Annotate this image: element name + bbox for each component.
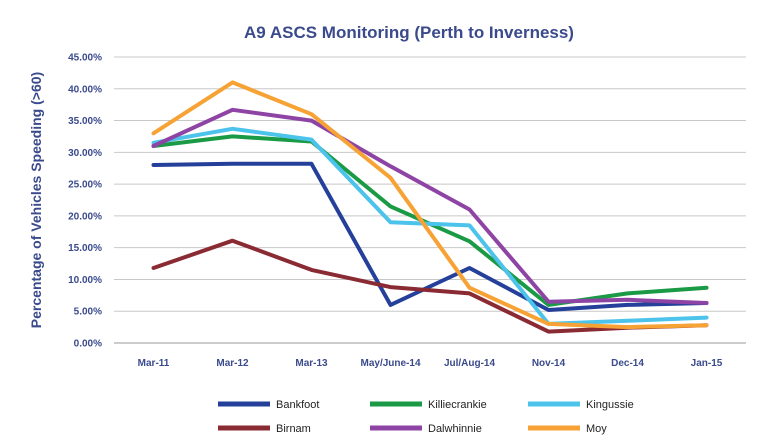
gridlines: [114, 56, 746, 344]
x-tick-label: Mar-13: [295, 358, 328, 369]
legend-label: Birnam: [276, 423, 311, 435]
y-tick-label: 15.00%: [68, 243, 102, 254]
y-tick-label: 35.00%: [68, 116, 102, 127]
series-line-bankfoot: [151, 161, 709, 312]
legend-label: Dalwhinnie: [428, 423, 482, 435]
y-tick-label: 0.00%: [74, 339, 102, 350]
x-tick-label: Nov-14: [532, 358, 566, 369]
y-tick-label: 45.00%: [68, 53, 102, 64]
y-tick-label: 30.00%: [68, 148, 102, 159]
y-tick-label: 40.00%: [68, 84, 102, 95]
series-line-dalwhinnie: [151, 107, 709, 305]
x-tick-label: May/June-14: [360, 358, 420, 369]
y-tick-label: 20.00%: [68, 211, 102, 222]
x-tick-label: Jul/Aug-14: [444, 358, 496, 369]
series-lines: [151, 80, 709, 334]
x-tick-label: Jan-15: [691, 358, 723, 369]
legend: Bankfoot Killiecrankie Kingussie Birnam Dalw…: [218, 399, 634, 435]
y-tick-label: 10.00%: [68, 275, 102, 286]
series-line-kingussie: [151, 126, 709, 326]
legend-label: Kingussie: [586, 399, 634, 411]
chart-title: A9 ASCS Monitoring (Perth to Inverness): [244, 23, 574, 42]
x-tick-label: Mar-12: [216, 358, 249, 369]
legend-label: Killiecrankie: [428, 399, 487, 411]
y-axis-label: Percentage of Vehicles Speeding (>60): [28, 72, 44, 328]
y-tick-labels: 0.00% 5.00% 10.00% 15.00% 20.00% 25.00% 30.00%…: [68, 53, 102, 350]
legend-label: Moy: [586, 423, 607, 435]
x-tick-labels: Mar-11 Mar-12 Mar-13 May/June-14 Jul/Aug-14 N…: [138, 358, 723, 369]
series-line-moy: [151, 80, 709, 330]
y-tick-label: 25.00%: [68, 180, 102, 191]
x-tick-label: Dec-14: [611, 358, 644, 369]
legend-label: Bankfoot: [276, 399, 319, 411]
y-tick-label: 5.00%: [74, 307, 102, 318]
x-tick-label: Mar-11: [138, 358, 170, 369]
